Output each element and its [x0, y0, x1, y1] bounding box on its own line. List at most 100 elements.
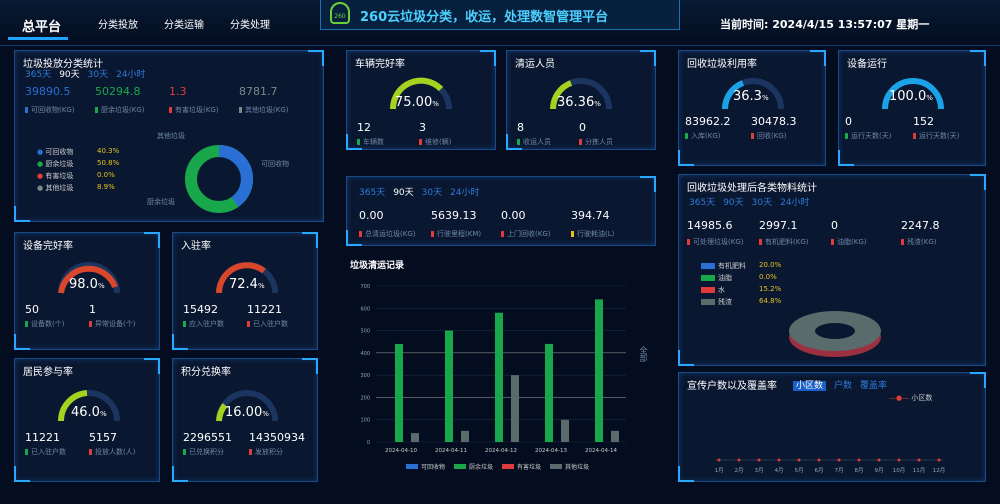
label: 投放人数(人): [89, 447, 135, 457]
y-tick-label: 400: [360, 351, 370, 357]
other-value: 8781.7: [239, 85, 278, 98]
panel-recycle-rate: 回收垃圾利用率 36.3% 83962.2 30478.3 入库(KG) 回收(…: [678, 50, 826, 166]
label: 上门回收(KG): [501, 229, 550, 239]
x-tick-label: 5月: [795, 467, 804, 474]
chart-legend: —●— 小区数: [889, 394, 933, 402]
bar: [511, 375, 519, 442]
x-tick-label: 2024-04-13: [535, 448, 567, 454]
label: 残渣(KG): [901, 237, 936, 247]
label: 运行天数(天): [845, 131, 891, 141]
nav-process[interactable]: 分类处理: [230, 20, 270, 31]
tab-24h[interactable]: 24小时: [780, 198, 810, 208]
nav-transport[interactable]: 分类运输: [164, 20, 204, 31]
page-title: 260云垃圾分类，收运，处理数智管理平台: [360, 10, 609, 25]
label: 维修(辆): [419, 137, 451, 147]
panel-title: 垃圾投放分类统计: [23, 59, 103, 70]
tab-30[interactable]: 30天: [87, 70, 109, 80]
tab-365[interactable]: 365天: [25, 70, 52, 80]
x-tick-label: 2024-04-14: [585, 448, 617, 454]
x-tick-label: 12月: [933, 467, 946, 474]
bar: [611, 430, 619, 442]
panel-device-run: 设备运行 100.0% 0 152 运行天数(天) 运行天数(天): [838, 50, 986, 166]
x-tick-label: 10月: [893, 467, 906, 474]
gauge: [58, 262, 120, 294]
bar: [561, 419, 569, 442]
legend-swatch: [406, 464, 418, 469]
panel-publicity: 宣传户数以及覆盖率 小区数 户数 覆盖率 —●— 小区数 1月 2月 3月 4月 5月 6月 7…: [678, 372, 986, 482]
x-tick-label: 11月: [913, 467, 926, 474]
nav-dispose[interactable]: 分类投放: [98, 20, 138, 31]
label: 收运人员: [517, 137, 551, 147]
publicity-tabs: 小区数 户数 覆盖率: [793, 378, 895, 391]
label: 有机肥料(KG): [759, 237, 808, 247]
gauge: [389, 77, 452, 110]
tab-communities[interactable]: 小区数: [793, 381, 827, 391]
gauge-value: 75.00%: [395, 95, 439, 110]
tab-90[interactable]: 90天: [723, 198, 744, 208]
clock-value: 2024/4/15 13:57:07 星期一: [772, 18, 930, 31]
legend-item: 油脂 0.0%: [701, 273, 777, 283]
gauge-value: 100.0%: [889, 89, 933, 104]
tab-365[interactable]: 365天: [689, 198, 716, 208]
tab-90[interactable]: 90天: [393, 188, 414, 198]
nav-active-underline: [8, 37, 68, 40]
value: 0.00: [501, 209, 526, 222]
recyclable-label: 可回收物(KG): [25, 105, 74, 115]
label: 车辆数: [357, 137, 384, 147]
value: 50: [25, 303, 39, 316]
label: 可处理垃圾(KG): [687, 237, 743, 247]
bar: [595, 299, 603, 442]
data-point: [817, 458, 821, 462]
data-point: [837, 458, 841, 462]
panel-title: 回收垃圾利用率: [687, 59, 757, 70]
data-point: [737, 458, 741, 462]
clearance-chart: 垃圾清运记录 全部 0 100 200 300 400 500 600 700 2024-04-…: [346, 256, 656, 486]
x-tick-label: 2月: [735, 467, 744, 474]
data-point: [797, 458, 801, 462]
tab-24h[interactable]: 24小时: [450, 188, 480, 198]
label: 油脂(KG): [831, 237, 866, 247]
x-tick-label: 2024-04-11: [435, 448, 467, 454]
tab-coverage[interactable]: 覆盖率: [860, 381, 888, 391]
x-tick-label: 8月: [855, 467, 864, 474]
tab-90[interactable]: 90天: [59, 70, 80, 80]
legend-item: 有机肥料 20.0%: [701, 261, 781, 271]
gauge: [216, 390, 278, 422]
panel-title: 车辆完好率: [355, 59, 405, 70]
value: 11221: [25, 431, 60, 444]
nav-overview[interactable]: 总平台: [22, 20, 62, 35]
panel-points: 积分兑换率 16.00% 2296551 14350934 已兑换积分 发放积分: [172, 358, 318, 482]
data-point: [937, 458, 941, 462]
label: 行驶耗油(L): [571, 229, 614, 239]
value: 14985.6: [687, 219, 733, 232]
gauge-value: 98.0%: [69, 277, 105, 292]
value: 5157: [89, 431, 117, 444]
label: 异常设备(个): [89, 319, 135, 329]
legend-swatch: [550, 464, 562, 469]
recyclable-value: 39890.5: [25, 85, 71, 98]
panel-settle-rate: 入驻率 72.4% 15492 11221 应入驻户数 已入驻户数: [172, 232, 318, 350]
data-point: [917, 458, 921, 462]
kitchen-label: 厨余垃圾(KG): [95, 105, 144, 115]
vehicle-total: 12: [357, 121, 371, 134]
label: 总清运垃圾(KG): [359, 229, 415, 239]
bar: [411, 433, 419, 442]
tab-30[interactable]: 30天: [751, 198, 773, 208]
data-point: [877, 458, 881, 462]
x-tick-label: 6月: [815, 467, 824, 474]
legend-item: 残渣 64.8%: [701, 297, 781, 307]
data-point: [897, 458, 901, 462]
label: 回收(KG): [751, 131, 786, 141]
value: 83962.2: [685, 115, 731, 128]
gauge: [216, 262, 278, 294]
panel-clearance-summary: 365天 90天 30天 24小时 0.00 5639.13 0.00 394.74 …: [346, 176, 656, 246]
legend-item: ● 厨余垃圾 50.8%: [37, 159, 120, 168]
tab-365[interactable]: 365天: [359, 188, 386, 198]
legend-swatch: [454, 464, 466, 469]
tab-households[interactable]: 户数: [834, 381, 853, 391]
tab-30[interactable]: 30天: [421, 188, 443, 198]
panel-title: 设备完好率: [23, 241, 73, 252]
tab-24h[interactable]: 24小时: [116, 70, 146, 80]
label: 设备数(个): [25, 319, 64, 329]
other-label: 其他垃圾(KG): [239, 105, 288, 115]
